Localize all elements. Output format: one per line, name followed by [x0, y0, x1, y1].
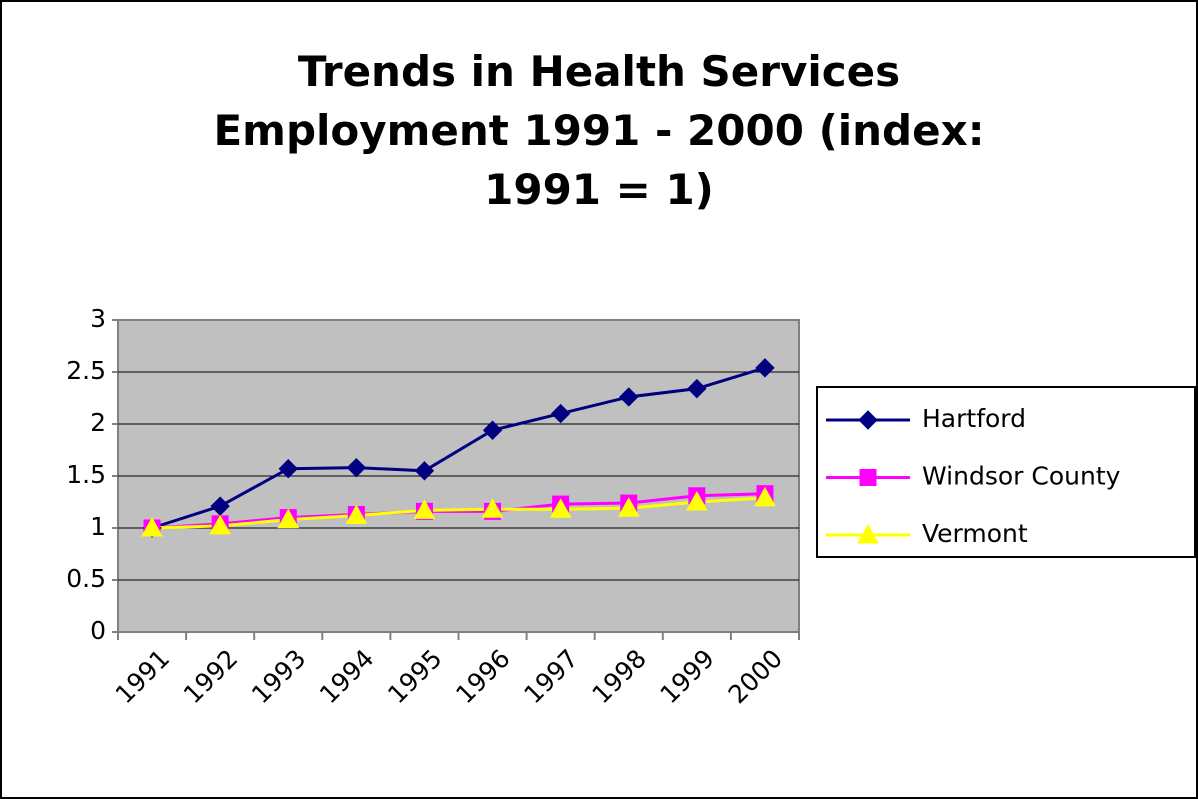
marker — [859, 469, 877, 486]
marker — [413, 499, 436, 519]
x-tick-label: 1992 — [178, 644, 243, 709]
marker — [754, 486, 776, 507]
x-tick-label: 1993 — [246, 644, 311, 709]
series-line — [152, 496, 766, 530]
marker — [857, 523, 879, 544]
marker — [346, 457, 367, 478]
marker — [141, 516, 163, 537]
legend-label: Vermont — [922, 519, 1028, 548]
marker — [687, 378, 707, 399]
x-tick-label: 1994 — [314, 644, 379, 709]
x-tick-label: 1991 — [110, 644, 175, 709]
x-tick-label: 1997 — [518, 644, 583, 709]
marker — [686, 490, 708, 511]
legend-box — [816, 386, 1196, 558]
x-tick-label: 1999 — [655, 644, 720, 709]
y-tick-label: 3 — [90, 304, 106, 333]
x-tick-label: 1998 — [586, 644, 651, 709]
marker — [858, 410, 878, 430]
series-line — [151, 366, 766, 530]
y-tick-label: 2 — [90, 408, 106, 437]
x-tick-label: 2000 — [723, 644, 788, 709]
marker — [617, 497, 640, 517]
marker — [755, 358, 775, 378]
marker — [209, 514, 231, 535]
marker — [619, 387, 639, 407]
y-tick-label: 0 — [90, 616, 106, 645]
legend-label: Hartford — [922, 404, 1026, 433]
marker — [277, 508, 300, 529]
marker — [482, 420, 503, 440]
marker — [481, 498, 504, 518]
y-tick-label: 1 — [90, 512, 106, 541]
marker — [345, 504, 368, 525]
y-tick-label: 0.5 — [66, 564, 106, 593]
series-line — [151, 492, 765, 530]
legend-label: Windsor County — [922, 462, 1121, 491]
x-tick-label: 1995 — [382, 644, 447, 709]
marker — [550, 403, 571, 424]
y-tick-label: 2.5 — [66, 356, 106, 385]
chart-title: Trends in Health Services Employment 199… — [213, 47, 985, 214]
x-tick-label: 1996 — [450, 644, 515, 709]
marker — [414, 461, 435, 481]
marker — [278, 459, 298, 479]
marker — [549, 498, 572, 518]
y-tick-label: 1.5 — [66, 460, 106, 489]
